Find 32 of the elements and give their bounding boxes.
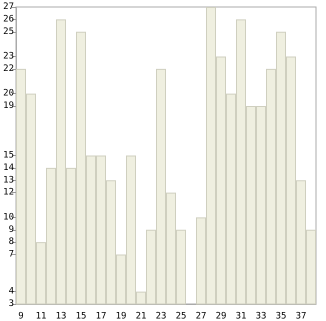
y-tick-label: 19 xyxy=(3,101,14,111)
y-tick-label: 26 xyxy=(3,14,14,24)
y-tick-label: 12 xyxy=(3,188,14,198)
x-tick-label: 29 xyxy=(216,312,226,321)
x-tick-label: 21 xyxy=(136,312,146,321)
x-tick-label: 13 xyxy=(56,312,66,321)
y-tick-label: 4 xyxy=(8,286,14,297)
x-tick-label: 31 xyxy=(236,312,246,321)
x-tick-label: 11 xyxy=(36,312,46,321)
x-tick-label: 25 xyxy=(176,312,186,321)
y-tick-label: 7 xyxy=(8,250,14,260)
x-tick-label: 15 xyxy=(76,312,86,321)
x-tick-label: 33 xyxy=(256,312,266,321)
y-tick-label: 14 xyxy=(3,162,14,173)
x-tick-label: 17 xyxy=(96,312,106,321)
y-tick-label: 25 xyxy=(3,26,14,37)
y-tick-label: 20 xyxy=(3,88,14,99)
x-tick-label: 23 xyxy=(156,312,166,321)
x-tick-label: 27 xyxy=(196,312,206,321)
y-tick-label: 3 xyxy=(8,299,14,309)
y-tick-label: 27 xyxy=(3,2,14,12)
x-tick-label: 35 xyxy=(276,312,286,321)
x-tick-label: 37 xyxy=(296,312,306,321)
x-tick-label: 9 xyxy=(18,312,24,321)
y-tick-label: 22 xyxy=(3,64,14,74)
y-tick-label: 23 xyxy=(3,52,14,62)
y-tick-label: 10 xyxy=(3,212,14,222)
y-tick-label: 15 xyxy=(3,150,14,160)
y-tick-label: 8 xyxy=(8,237,14,248)
y-tick-label: 13 xyxy=(3,175,14,186)
x-tick-label: 19 xyxy=(116,312,126,321)
y-tick-label: 9 xyxy=(8,224,14,235)
